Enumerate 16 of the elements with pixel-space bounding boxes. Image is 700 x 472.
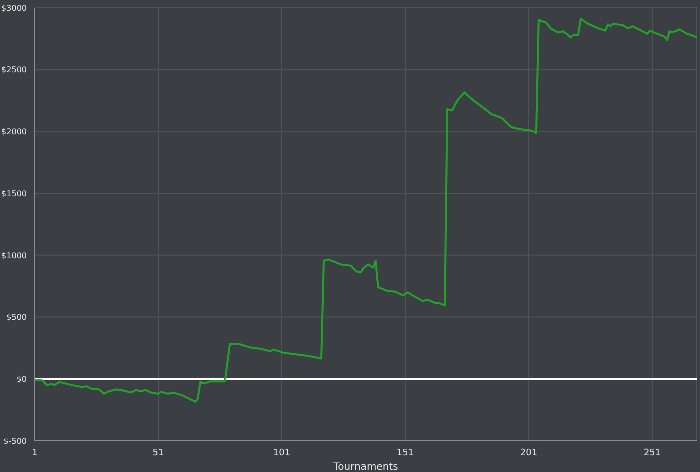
x-tick-label: 151	[396, 448, 414, 458]
y-tick-label: $1500	[2, 189, 27, 198]
x-tick-label: 101	[273, 448, 291, 458]
y-tick-label: $1000	[2, 251, 27, 260]
x-tick-label: 251	[644, 448, 662, 458]
y-tick-label: $2000	[2, 128, 27, 137]
x-tick-label: 51	[152, 448, 164, 458]
x-tick-label: 201	[520, 448, 538, 458]
y-tick-label: $0	[16, 374, 27, 384]
x-axis-title: Tournaments	[332, 462, 398, 472]
x-tick-label: 1	[32, 448, 38, 458]
y-tick-label: $-500	[4, 436, 27, 446]
y-tick-label: $3000	[2, 4, 27, 13]
y-tick-label: $500	[6, 313, 27, 322]
line-series	[35, 18, 697, 404]
y-tick-label: $2500	[2, 66, 27, 75]
